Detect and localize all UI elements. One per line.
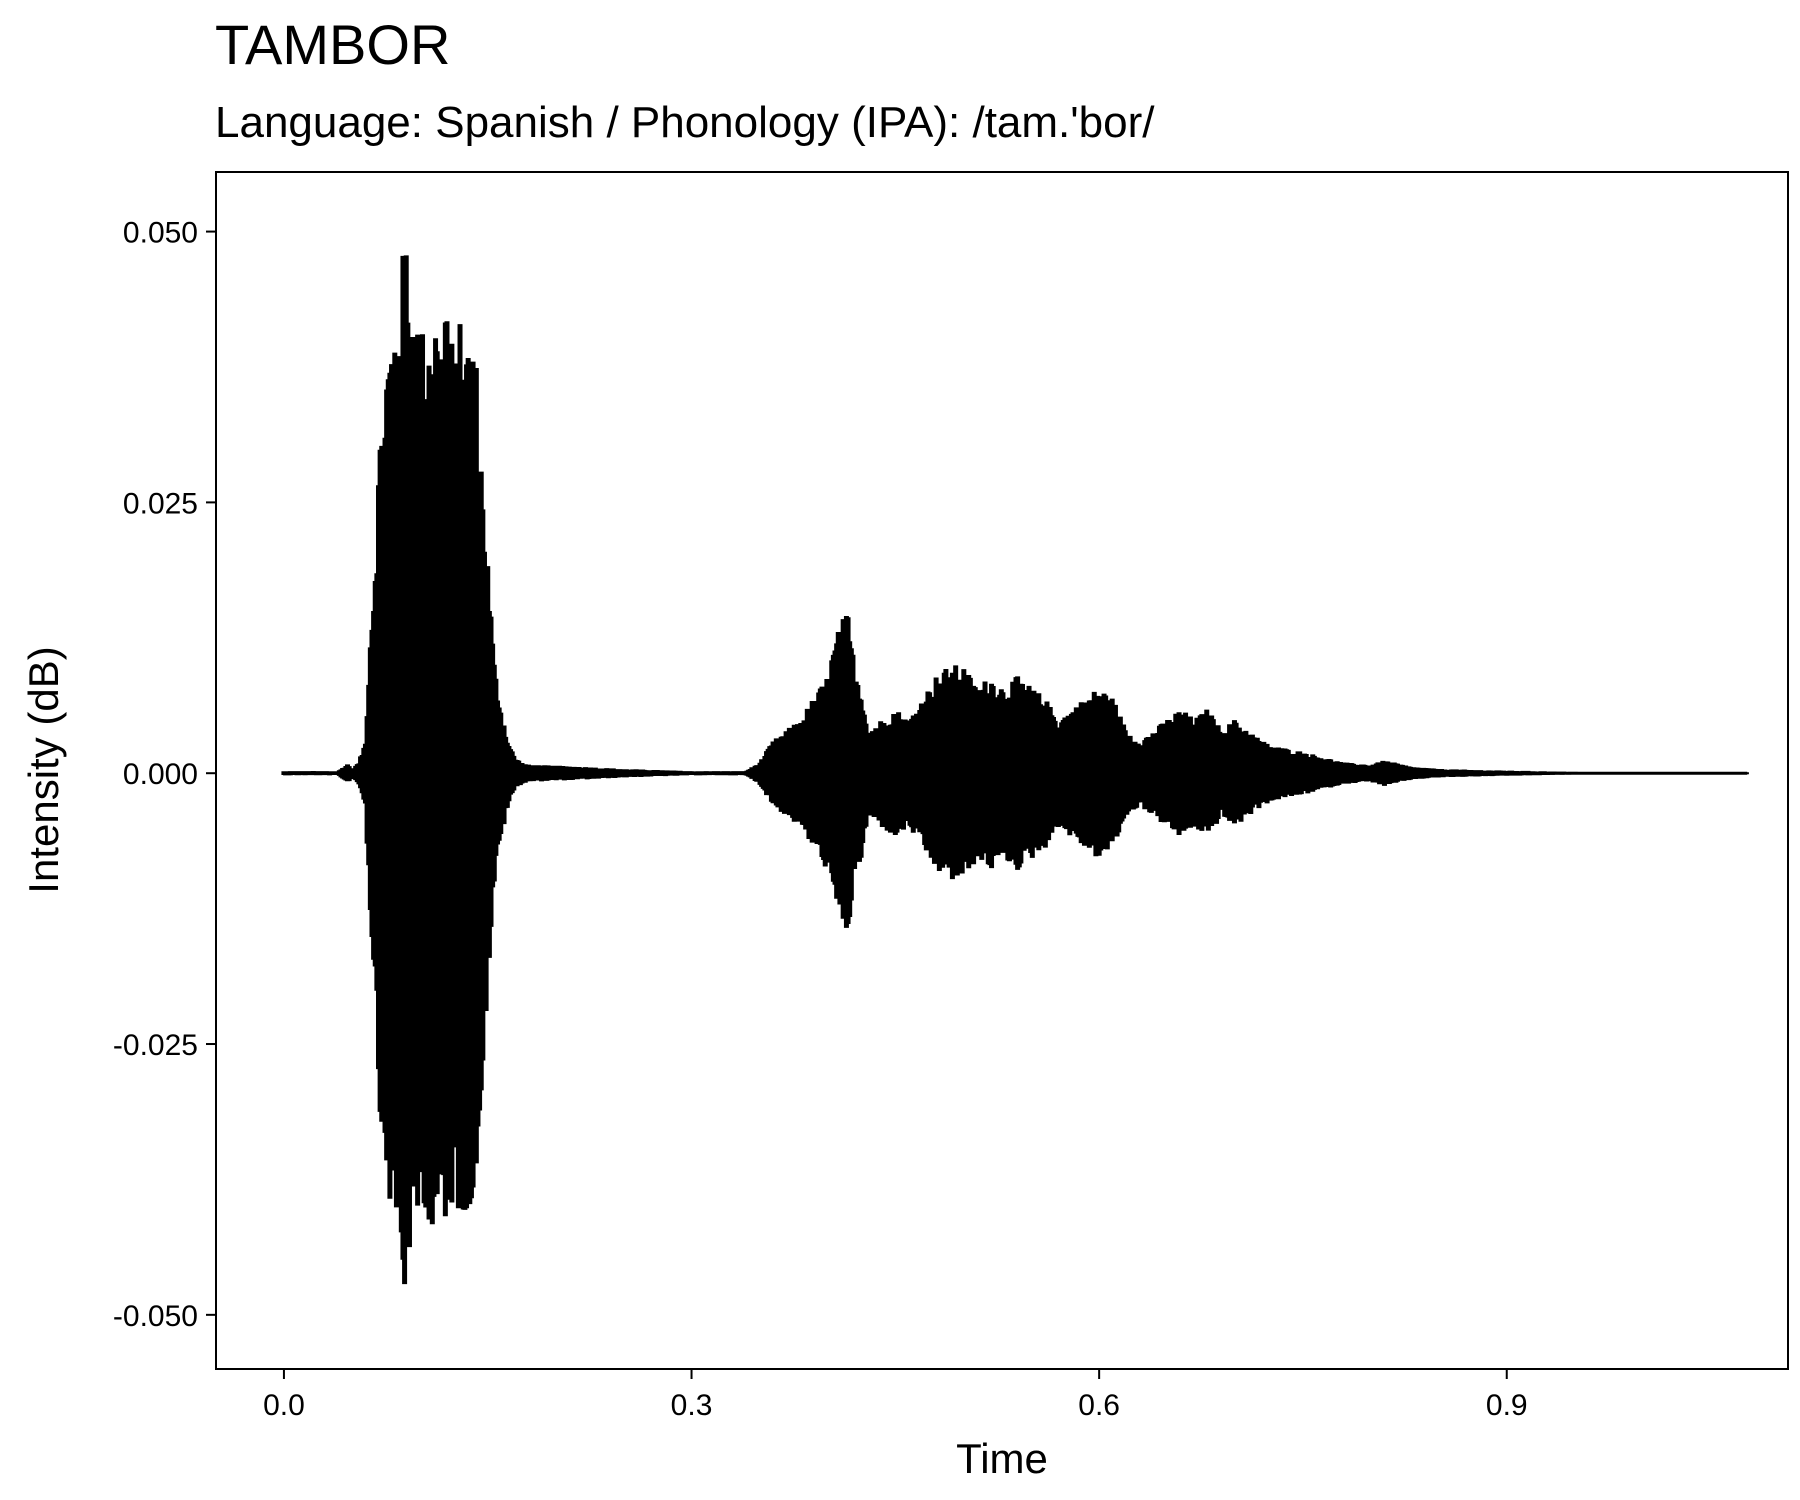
- x-axis: 0.0 0.3 0.6 0.9: [263, 1369, 1528, 1422]
- waveform-layer: [281, 255, 1749, 1285]
- x-tick-label: 0.0: [263, 1389, 305, 1422]
- y-tick-label: -0.050: [113, 1300, 198, 1333]
- y-axis: 0.050 0.025 0.000 -0.025 -0.050: [113, 217, 216, 1333]
- x-tick-label: 0.3: [671, 1389, 713, 1422]
- x-axis-title: Time: [956, 1435, 1048, 1482]
- chart-title: TAMBOR: [215, 13, 450, 76]
- x-tick-label: 0.6: [1078, 1389, 1120, 1422]
- y-axis-title: Intensity (dB): [20, 646, 67, 893]
- y-tick-label: 0.025: [123, 487, 198, 520]
- chart-subtitle: Language: Spanish / Phonology (IPA): /ta…: [215, 98, 1155, 147]
- x-tick-label: 0.9: [1486, 1389, 1528, 1422]
- y-tick-label: 0.050: [123, 217, 198, 250]
- y-tick-label: 0.000: [123, 758, 198, 791]
- y-tick-label: -0.025: [113, 1029, 198, 1062]
